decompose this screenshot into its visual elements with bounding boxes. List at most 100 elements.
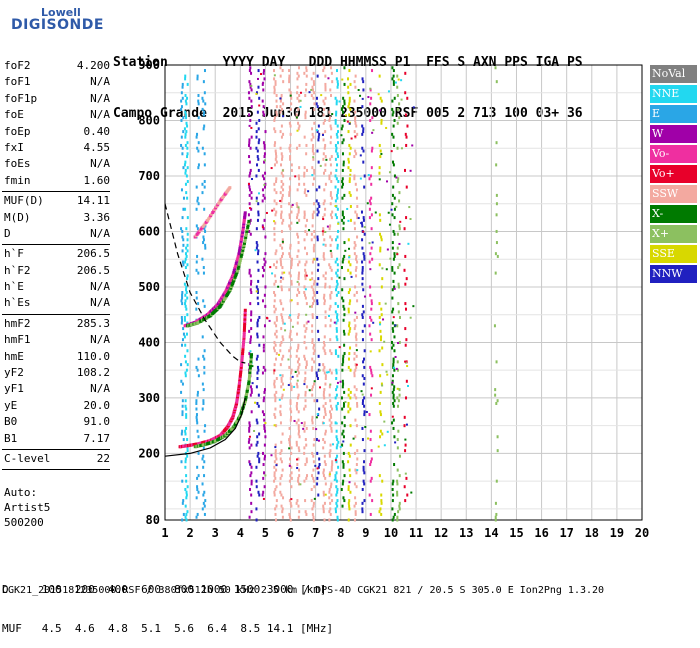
echo-point	[311, 365, 314, 369]
echo-point	[348, 329, 351, 333]
echo-point	[379, 218, 382, 222]
echo-point	[289, 474, 292, 478]
noise-point	[289, 314, 292, 317]
echo-point	[322, 171, 325, 175]
multihop-point	[207, 217, 211, 221]
echo-point	[202, 501, 205, 505]
echo-point	[297, 424, 300, 428]
noise-point	[268, 319, 271, 322]
param-value: 206.5	[76, 247, 110, 261]
echo-point	[281, 432, 284, 436]
echo-point	[255, 418, 258, 422]
echo-point	[392, 396, 395, 400]
noise-point	[349, 173, 352, 176]
noise-point	[354, 311, 357, 314]
echo-point	[303, 424, 306, 428]
echo-point	[380, 313, 383, 317]
echo-point	[330, 468, 333, 472]
echo-point	[185, 121, 188, 125]
noise-point	[282, 115, 285, 118]
echo-point	[381, 479, 384, 483]
echo-point	[296, 368, 299, 372]
param-row: h`Es N/A	[2, 295, 110, 311]
echo-point	[180, 315, 183, 319]
echo-point	[203, 304, 206, 308]
echo-point	[258, 138, 261, 142]
x-tick-label: 7	[312, 526, 319, 540]
echo-point	[392, 135, 395, 139]
noise-point	[395, 176, 398, 179]
echo-point	[347, 332, 350, 336]
auto-label: Auto:	[4, 486, 38, 499]
echo-point	[281, 196, 284, 200]
echo-point	[341, 504, 344, 508]
echo-point	[322, 393, 325, 397]
x-trace-point	[228, 288, 232, 292]
echo-point	[249, 66, 252, 70]
echo-point	[202, 266, 205, 270]
echo-point	[495, 80, 498, 84]
o-trace-point	[240, 234, 244, 238]
echo-point	[334, 510, 337, 514]
echo-point	[349, 474, 352, 478]
echo-point	[273, 207, 276, 211]
echo-point	[304, 113, 307, 117]
echo-point	[288, 365, 291, 369]
echo-point	[273, 88, 276, 92]
param-row: foF2 4.200	[2, 58, 110, 74]
echo-point	[181, 382, 184, 386]
echo-point	[186, 446, 189, 450]
echo-point	[279, 66, 282, 70]
echo-point	[495, 163, 498, 167]
noise-point	[281, 240, 284, 243]
echo-point	[290, 257, 293, 261]
echo-point	[343, 415, 346, 419]
echo-point	[311, 315, 314, 319]
echo-point	[312, 177, 315, 181]
echo-point	[296, 463, 299, 467]
echo-point	[341, 218, 344, 222]
echo-point	[289, 401, 292, 405]
echo-point	[347, 291, 350, 294]
echo-point	[378, 302, 381, 306]
noise-point	[269, 266, 272, 269]
echo-point	[330, 94, 333, 98]
echo-point	[322, 157, 325, 161]
noise-point	[399, 220, 402, 223]
echo-point	[392, 393, 395, 397]
echo-point	[195, 185, 198, 189]
x-trace-point	[245, 227, 249, 231]
echo-point	[310, 138, 313, 142]
echo-point	[355, 354, 358, 358]
echo-point	[304, 399, 307, 403]
echo-point	[274, 507, 277, 511]
echo-point	[495, 213, 498, 217]
echo-point	[353, 357, 356, 361]
echo-point	[349, 368, 352, 372]
echo-point	[196, 199, 199, 203]
echo-point	[353, 371, 356, 375]
echo-point	[362, 288, 365, 292]
echo-point	[304, 463, 307, 467]
echo-point	[263, 426, 266, 430]
echo-point	[349, 390, 352, 394]
echo-point	[257, 168, 260, 172]
echo-point	[297, 313, 300, 317]
echo-point	[279, 105, 282, 109]
param-value: 4.55	[83, 140, 111, 154]
echo-point	[316, 315, 319, 319]
echo-point	[185, 191, 188, 195]
noise-point	[407, 242, 410, 245]
echo-point	[248, 160, 251, 164]
echo-point	[392, 357, 395, 361]
echo-point	[257, 202, 260, 206]
echo-point	[341, 482, 344, 486]
echo-point	[181, 501, 184, 505]
echo-point	[392, 343, 395, 347]
echo-point	[340, 487, 343, 491]
echo-point	[329, 318, 332, 322]
echo-point	[282, 496, 285, 500]
echo-point	[361, 124, 364, 128]
echo-point	[289, 143, 292, 147]
o-trace-point	[239, 369, 243, 373]
